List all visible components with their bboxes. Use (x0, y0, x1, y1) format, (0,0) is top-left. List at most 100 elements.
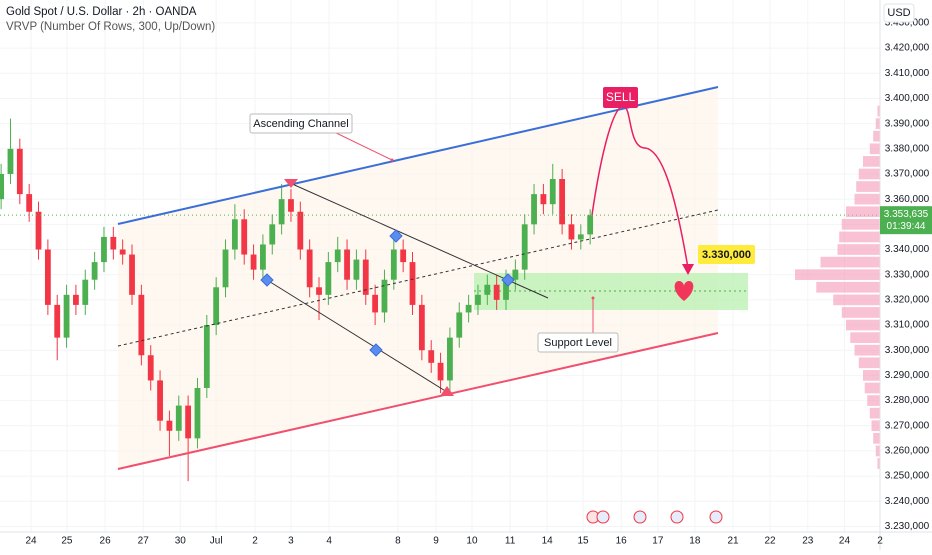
x-tick-label: 24 (839, 536, 851, 547)
y-tick-label: 3.410,000 (885, 68, 930, 79)
pivot (369, 343, 383, 357)
y-tick-label: 3.430,000 (885, 18, 930, 29)
volume-profile-bar (877, 458, 880, 469)
candle-body (26, 194, 33, 212)
y-tick-label: 3.250,000 (885, 471, 930, 482)
candle-body (418, 304, 425, 351)
volume-profile (795, 105, 880, 469)
candle-body (250, 254, 257, 270)
volume-profile-bar (820, 256, 880, 268)
x-tick-label: 17 (652, 536, 664, 547)
x-tick-label: Jul (210, 536, 223, 547)
candle-body (512, 269, 519, 280)
y-tick-label: 3.230,000 (885, 521, 930, 532)
candle-body (278, 199, 285, 225)
event-icons (586, 510, 723, 524)
candle-body (447, 337, 453, 381)
volume-profile-bar (854, 193, 880, 205)
candle-body (484, 284, 491, 295)
x-tick-label: 8 (395, 536, 401, 547)
volume-profile-bar (854, 344, 880, 356)
candle-body (16, 148, 23, 195)
x-tick-label: 30 (175, 536, 187, 547)
event-icon (596, 510, 610, 524)
candle-body (119, 249, 126, 255)
candle-body (344, 249, 350, 280)
indicator-label: VRVP (Number Of Rows, 300, Up/Down) (6, 21, 215, 33)
sell-box (603, 87, 638, 108)
channel-label: Ascending Channel (253, 118, 348, 130)
candle-body (138, 294, 145, 356)
candle-body (175, 405, 182, 431)
candle-body (400, 249, 407, 263)
pivot (501, 273, 515, 287)
marker-top (284, 179, 298, 188)
volume-profile-bar (871, 420, 880, 432)
candle-body (213, 287, 220, 326)
volume-profile-bar (875, 445, 880, 457)
pivot (389, 229, 403, 243)
y-tick-label: 3.340,000 (885, 244, 930, 255)
volume-profile-bar (816, 281, 880, 293)
forecast-path (591, 105, 689, 269)
volume-profile-bar (873, 432, 880, 444)
candle-body (465, 304, 472, 313)
pivot (260, 273, 274, 287)
candles (0, 118, 880, 482)
volume-profile-bar (863, 370, 880, 381)
volume-profile-bar (864, 382, 880, 394)
candle-body (549, 179, 556, 205)
x-tick-label: 11 (505, 536, 516, 547)
candle-body (493, 284, 500, 300)
chart-title: Gold Spot / U.S. Dollar · 2h · OANDA (6, 6, 197, 18)
candle-body (241, 219, 248, 255)
candle-body (297, 211, 304, 250)
y-tick-label: 3.380,000 (885, 143, 930, 154)
candle-body (475, 294, 481, 305)
x-tick-label: 2 (252, 536, 258, 547)
y-tick-label: 3.280,000 (885, 395, 930, 406)
volume-profile-bar (869, 143, 880, 155)
x-tick-label: 15 (577, 536, 589, 547)
candle-body (203, 325, 210, 388)
x-tick-label: 25 (61, 536, 73, 547)
volume-profile-bar (846, 206, 880, 218)
y-tick-label: 3.300,000 (885, 345, 930, 356)
event-icon (670, 510, 684, 524)
candle-body (260, 244, 266, 270)
channel-pointer-dot (390, 158, 394, 162)
candle-body (577, 234, 584, 240)
x-tick-label: 21 (727, 536, 739, 547)
candle-body (437, 362, 444, 381)
channel-pointer (329, 129, 393, 161)
support-pointer-dot (591, 296, 595, 300)
volume-profile-bar (867, 395, 880, 406)
volume-profile-bar (858, 168, 880, 180)
x-tick-label: 14 (542, 536, 554, 547)
candle-body (157, 380, 163, 421)
y-tick-label: 3.400,000 (885, 93, 930, 104)
x-tick-label: 27 (138, 536, 150, 547)
volume-profile-bar (841, 307, 880, 318)
y-tick-label: 3.320,000 (885, 295, 930, 306)
candle-body (0, 173, 5, 200)
currency-label: USD (887, 7, 910, 19)
volume-profile-bar (875, 118, 880, 129)
candle-body (101, 236, 107, 263)
x-tick-label: 9 (433, 536, 439, 547)
marker-bottom (440, 386, 454, 396)
channel-label-box (249, 113, 353, 134)
candle-body (35, 211, 42, 250)
x-tick-label: 18 (689, 536, 701, 547)
volume-profile-bar (795, 269, 880, 281)
y-tick-label: 3.360,000 (885, 194, 930, 205)
x-tick-label: 10 (466, 536, 478, 547)
candle-body (288, 199, 294, 212)
y-tick-label: 3.240,000 (885, 496, 930, 507)
candle-body (63, 294, 70, 338)
x-tick-label: 2 (877, 536, 883, 547)
candle-body (381, 279, 388, 313)
candle-body (316, 287, 322, 295)
candle-body (362, 259, 369, 295)
candle-body (129, 254, 135, 295)
